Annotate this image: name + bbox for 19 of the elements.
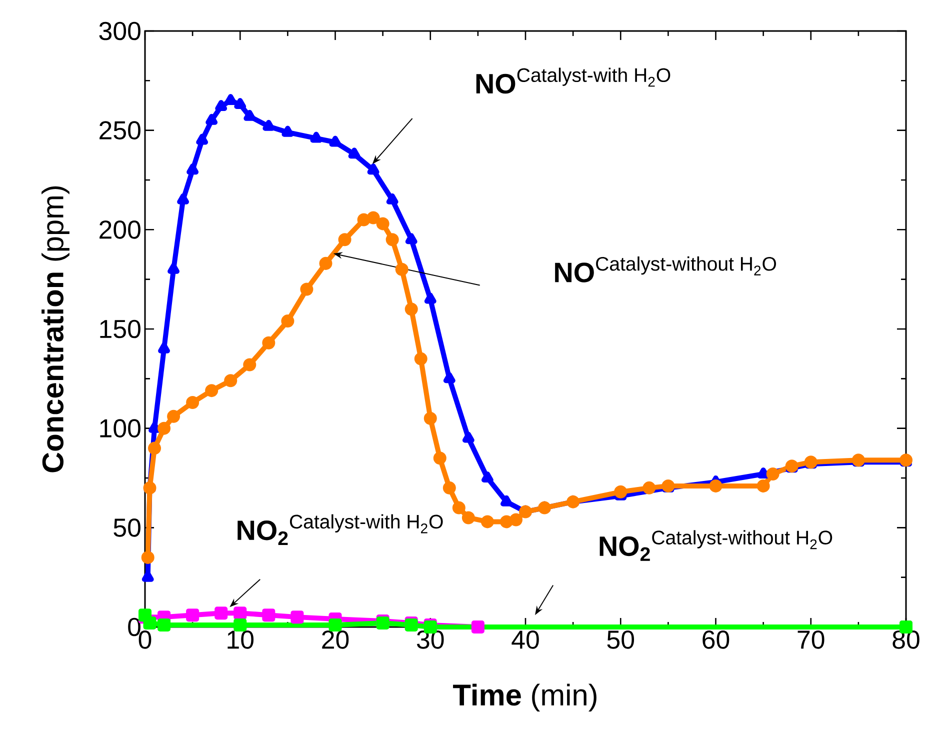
annotation: $\mathbf{NO_{2}}^{\text{Catalyst-with H}_{\mathrm{2}}\text{O}}$ (238, 514, 443, 546)
annotation: $\mathbf{NO_{2}}^{\text{Catalyst-without H}_{\mathrm{2}}\text{O}}$ (600, 530, 832, 561)
annotation: $\mathbf{NO}^{\text{Catalyst-without H}_{\mathrm{2}}\text{O}}$ (555, 256, 776, 282)
x-tick-label: 50 (607, 630, 634, 649)
y-tick-label: 250 (100, 121, 140, 140)
y-tick-label: 200 (100, 220, 140, 239)
x-tick-label: 20 (322, 630, 349, 649)
x-tick-label: 10 (228, 630, 254, 649)
y-tick-label: 100 (100, 419, 140, 438)
x-axis-title: Time (min) (453, 684, 596, 712)
annotation: $\mathbf{NO}^{\text{Catalyst-with H}_{\mathrm{2}}\text{O}}$ (476, 68, 670, 94)
y-tick-label: 0 (128, 618, 140, 636)
y-tick-label: 150 (100, 320, 140, 338)
x-tick-label: 40 (512, 630, 539, 649)
y-tick-label: 300 (99, 22, 140, 40)
y-axis-title: Concentration (ppm) (42, 186, 70, 472)
x-tick-label: 60 (702, 630, 730, 649)
x-tick-label: 70 (798, 630, 824, 649)
y-tick-label: 50 (114, 518, 140, 537)
